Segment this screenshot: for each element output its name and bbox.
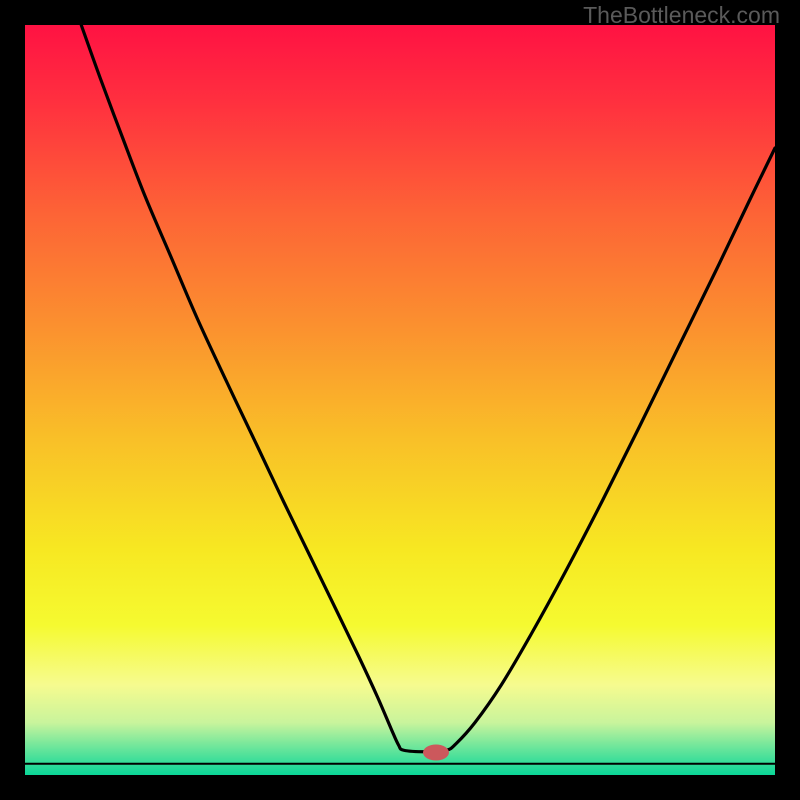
watermark-text: TheBottleneck.com [583, 2, 780, 29]
bottleneck-chart [0, 0, 800, 800]
chart-container: TheBottleneck.com [0, 0, 800, 800]
optimum-marker [423, 745, 449, 761]
plot-gradient [25, 25, 775, 775]
